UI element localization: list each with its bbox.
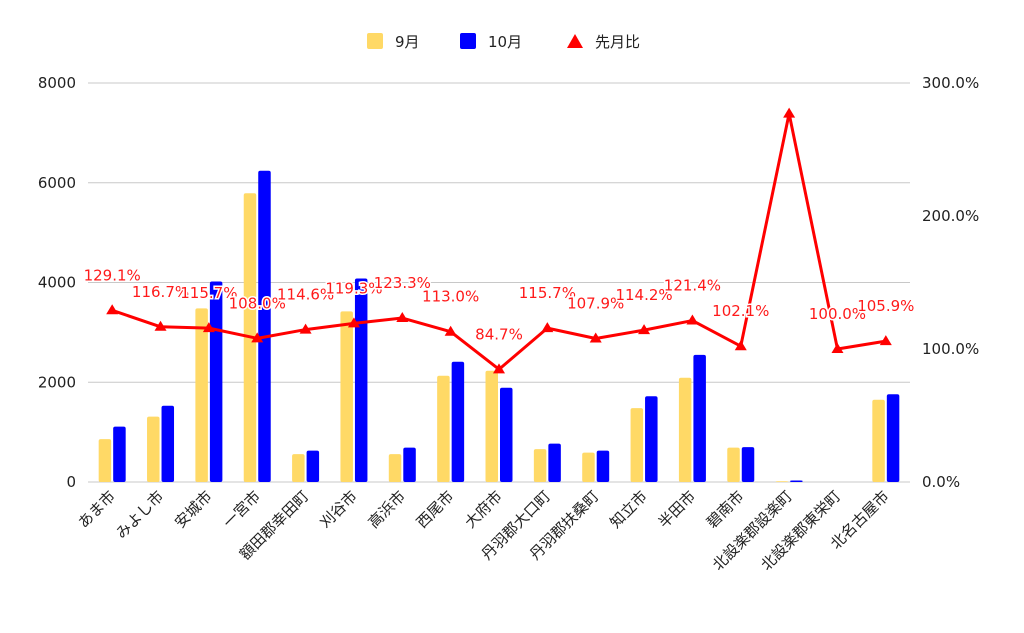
grid-lines: [88, 82, 910, 483]
ratio-data-label: 116.7%: [132, 283, 189, 301]
ratio-data-label: 129.1%: [84, 266, 141, 284]
left-axis: 0 2000 4000 6000 8000: [38, 74, 76, 491]
bar-sep: [727, 447, 740, 482]
bar-oct: [403, 447, 416, 482]
ratio-marker: [396, 312, 409, 323]
bar-sep: [678, 377, 692, 482]
ratio-data-label: 108.0%: [229, 294, 286, 312]
legend-label: 10月: [488, 33, 522, 51]
bar-oct: [354, 278, 368, 482]
bar-sep: [630, 408, 644, 482]
ratio-marker: [444, 325, 457, 336]
bar-sep: [872, 399, 885, 482]
right-tick-label: 0.0%: [922, 473, 960, 491]
left-tick-label: 6000: [38, 174, 76, 192]
data-labels: 129.1%116.7%115.7%108.0%114.6%119.3%123.…: [82, 265, 916, 345]
category-label: 大府市: [461, 487, 506, 532]
left-tick-label: 2000: [38, 373, 76, 391]
left-tick-label: 0: [66, 473, 76, 491]
ratio-marker: [783, 107, 796, 118]
ratio-marker: [541, 322, 554, 333]
ratio-marker: [686, 314, 699, 325]
legend-swatch: [460, 33, 476, 49]
ratio-marker: [493, 363, 505, 374]
legend-label: 9月: [395, 33, 420, 51]
bar-oct: [596, 450, 610, 482]
right-tick-label: 100.0%: [922, 340, 979, 358]
bar-oct: [693, 354, 706, 482]
left-tick-label: 4000: [38, 274, 76, 292]
bar-oct: [258, 170, 271, 482]
right-axis: 0.0% 100.0% 200.0% 300.0%: [922, 74, 979, 491]
ratio-data-label: 107.9%: [567, 294, 624, 312]
bar-sep: [340, 311, 353, 482]
bar-sep: [775, 481, 789, 482]
legend-swatch: [567, 34, 583, 48]
category-label: 知立市: [606, 487, 651, 532]
ratio-data-label: 105.9%: [857, 297, 914, 315]
ratio-data-label: 121.4%: [664, 277, 721, 295]
ratio-marker: [299, 323, 312, 334]
ratio-marker: [831, 343, 844, 353]
bar-sep: [195, 308, 208, 482]
bar-sep: [147, 416, 160, 482]
bar-oct: [741, 447, 755, 482]
ratio-data-label: 115.7%: [180, 284, 237, 302]
ratio-line: [106, 107, 892, 374]
ratio-data-label: 119.3%: [325, 279, 382, 297]
ratio-data-label: 102.1%: [712, 302, 769, 320]
legend-label: 先月比: [595, 33, 640, 51]
legend: 9月 10月 先月比: [367, 33, 640, 51]
category-label: みよし市: [112, 487, 167, 542]
bar-sep: [437, 375, 450, 482]
bar-sep: [582, 452, 595, 482]
bar-oct: [161, 405, 175, 482]
ratio-data-label: 100.0%: [809, 305, 866, 323]
category-label: 刈谷市: [316, 487, 361, 532]
ratio-marker: [638, 324, 651, 335]
category-label: 碧南市: [703, 487, 748, 532]
ratio-data-label: 113.0%: [422, 288, 479, 306]
right-tick-label: 300.0%: [922, 74, 979, 92]
ratio-marker: [734, 340, 747, 351]
legend-swatch: [367, 33, 383, 49]
ratio-marker: [154, 320, 167, 331]
bar-sep: [388, 454, 402, 482]
ratio-data-label: 115.7%: [519, 284, 576, 302]
bar-oct: [209, 281, 223, 482]
bar-sep: [292, 454, 305, 482]
bar-sep: [98, 439, 112, 482]
ratio-marker: [879, 335, 892, 346]
bar-oct: [451, 361, 465, 482]
bar-oct: [886, 394, 900, 482]
bar-sep: [485, 370, 498, 482]
category-label: あま市: [74, 487, 119, 532]
ratio-data-label: 114.6%: [277, 286, 334, 304]
ratio-marker: [347, 317, 360, 328]
category-label: 一宮市: [220, 487, 265, 532]
ratio-data-label: 123.3%: [374, 274, 431, 292]
bar-oct: [113, 426, 126, 482]
ratio-marker: [251, 332, 264, 343]
ratio-marker: [106, 304, 119, 315]
ratio-data-label: 84.7%: [475, 325, 523, 343]
category-label: 半田市: [655, 487, 700, 532]
ratio-marker: [202, 322, 215, 333]
right-tick-label: 200.0%: [922, 207, 979, 225]
ratio-marker: [589, 332, 602, 343]
left-tick-label: 8000: [38, 74, 76, 92]
bar-oct: [645, 396, 658, 482]
bar-oct: [548, 443, 561, 482]
bar-oct: [790, 480, 803, 482]
bar-oct: [500, 387, 513, 482]
bar-sep: [533, 449, 547, 482]
category-label: 高浜市: [365, 487, 410, 532]
ratio-data-label: 114.2%: [615, 286, 672, 304]
category-label: 安城市: [171, 487, 216, 532]
bar-oct: [306, 450, 320, 482]
category-label: 西尾市: [413, 487, 458, 532]
